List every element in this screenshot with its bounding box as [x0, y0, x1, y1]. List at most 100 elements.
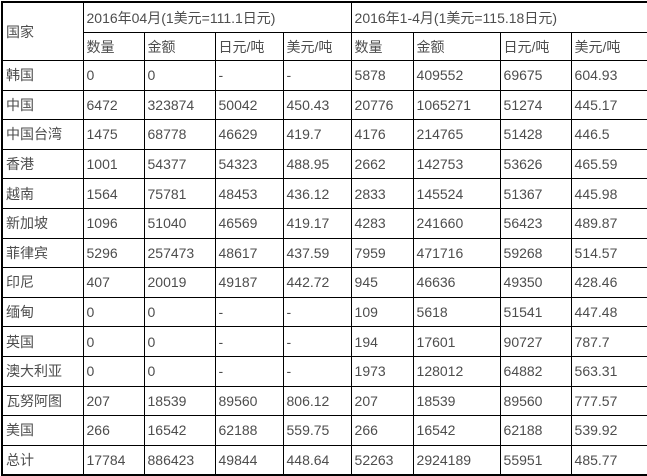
- cell: 2924189: [412, 444, 501, 476]
- country-cell: 中国台湾: [1, 119, 84, 150]
- table-row: 中国 6472 323874 50042 450.43 20776 106527…: [1, 89, 647, 121]
- col-header-usd-per-ton-2: 美元/吨: [570, 32, 647, 61]
- cell: 48617: [214, 237, 284, 269]
- cell: -: [214, 355, 284, 387]
- cell: 50042: [214, 89, 284, 121]
- cell: 49350: [499, 267, 572, 298]
- cell: 1973: [350, 355, 414, 387]
- cell: 62188: [499, 415, 572, 446]
- cell: 16542: [143, 415, 216, 446]
- table-row: 越南 1564 75781 48453 436.12 2833 145524 5…: [1, 178, 647, 209]
- country-cell: 香港: [1, 148, 84, 180]
- cell: 450.43: [282, 89, 352, 121]
- cell: 514.57: [570, 237, 647, 269]
- cell: 436.12: [282, 178, 352, 209]
- cell: 437.59: [282, 237, 352, 269]
- cell: 7959: [350, 237, 414, 269]
- cell: 16542: [412, 415, 501, 446]
- cell: 465.59: [570, 148, 647, 180]
- cell: 471716: [412, 237, 501, 269]
- cell: 257473: [143, 237, 216, 269]
- cell: 207: [350, 385, 414, 417]
- country-header-cell: 国家: [1, 1, 84, 61]
- sub-header-row: 数量 金额 日元/吨 美元/吨 数量 金额 日元/吨 美元/吨: [2, 32, 647, 61]
- cell: -: [214, 326, 284, 357]
- cell: 488.95: [282, 148, 352, 180]
- cell: 409552: [412, 60, 501, 91]
- cell: 17784: [82, 444, 145, 476]
- period-header-jan-apr: 2016年1-4月(1美元=115.18日元): [350, 1, 647, 33]
- cell: 20019: [143, 267, 216, 298]
- cell: -: [282, 326, 352, 357]
- table-row-total: 总计 17784 886423 49844 448.64 52263 29241…: [1, 444, 647, 476]
- cell: 48453: [214, 178, 284, 209]
- table-row: 英国 0 0 - - 194 17601 90727 787.7: [1, 326, 647, 357]
- cell: 323874: [143, 89, 216, 121]
- cell: 128012: [412, 355, 501, 387]
- col-header-amount-1: 金额: [143, 32, 216, 61]
- country-cell: 瓦努阿图: [1, 385, 84, 417]
- cell: 1564: [82, 178, 145, 209]
- period-header-apr: 2016年04月(1美元=111.1日元): [82, 1, 352, 33]
- cell: 1001: [82, 148, 145, 180]
- cell: 0: [143, 355, 216, 387]
- cell: 214765: [412, 119, 501, 150]
- cell: 109: [350, 296, 414, 328]
- cell: 5878: [350, 60, 414, 91]
- cell: 539.92: [570, 415, 647, 446]
- table-row: 瓦努阿图 207 18539 89560 806.12 207 18539 89…: [1, 385, 647, 417]
- country-cell: 中国: [1, 89, 84, 121]
- table-row: 缅甸 0 0 - - 109 5618 51541 447.48: [1, 296, 647, 328]
- cell: 559.75: [282, 415, 352, 446]
- cell: 54323: [214, 148, 284, 180]
- col-header-usd-per-ton-1: 美元/吨: [282, 32, 352, 61]
- cell: 446.5: [570, 119, 647, 150]
- cell: 489.87: [570, 207, 647, 239]
- cell: 51367: [499, 178, 572, 209]
- cell: 89560: [214, 385, 284, 417]
- cell: 445.98: [570, 178, 647, 209]
- cell: 445.17: [570, 89, 647, 121]
- table-row: 菲律宾 5296 257473 48617 437.59 7959 471716…: [1, 237, 647, 269]
- cell: 20776: [350, 89, 414, 121]
- cell: 207: [82, 385, 145, 417]
- cell: 46569: [214, 207, 284, 239]
- cell: 447.48: [570, 296, 647, 328]
- cell: 69675: [499, 60, 572, 91]
- cell: 787.7: [570, 326, 647, 357]
- group-header-row: 国家 2016年04月(1美元=111.1日元) 2016年1-4月(1美元=1…: [1, 1, 647, 61]
- cell: 4283: [350, 207, 414, 239]
- table-row: 新加坡 1096 51040 46569 419.17 4283 241660 …: [1, 207, 647, 239]
- country-cell: 缅甸: [1, 296, 84, 328]
- cell: 145524: [412, 178, 501, 209]
- cell: 241660: [412, 207, 501, 239]
- cell: 563.31: [570, 355, 647, 387]
- cell: 1475: [82, 119, 145, 150]
- cell: 17601: [412, 326, 501, 357]
- cell: 0: [143, 60, 216, 91]
- cell: 1065271: [412, 89, 501, 121]
- cell: 0: [82, 60, 145, 91]
- cell: 266: [350, 415, 414, 446]
- cell: 54377: [143, 148, 216, 180]
- table-row: 香港 1001 54377 54323 488.95 2662 142753 5…: [1, 148, 647, 180]
- cell: 51274: [499, 89, 572, 121]
- cell: 46629: [214, 119, 284, 150]
- table-row: 韩国 0 0 - - 5878 409552 69675 604.93: [1, 60, 647, 91]
- cell: 428.46: [570, 267, 647, 298]
- cell: -: [214, 60, 284, 91]
- col-header-yen-per-ton-2: 日元/吨: [499, 32, 572, 61]
- cell: 46636: [412, 267, 501, 298]
- col-header-amount-2: 金额: [412, 32, 501, 61]
- cell: 142753: [412, 148, 501, 180]
- cell: 485.77: [570, 444, 647, 476]
- cell: 18539: [412, 385, 501, 417]
- cell: 886423: [143, 444, 216, 476]
- cell: -: [282, 355, 352, 387]
- cell: 407: [82, 267, 145, 298]
- cell: 53626: [499, 148, 572, 180]
- cell: 0: [143, 296, 216, 328]
- cell: -: [214, 296, 284, 328]
- table-row: 印尼 407 20019 49187 442.72 945 46636 4935…: [1, 267, 647, 298]
- cell: 18539: [143, 385, 216, 417]
